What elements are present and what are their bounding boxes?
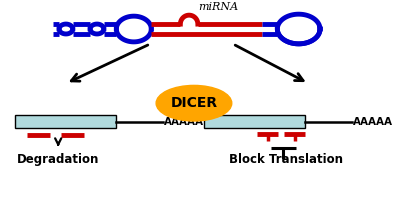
Text: DICER: DICER bbox=[170, 96, 218, 110]
Ellipse shape bbox=[156, 85, 232, 121]
Text: Block Translation: Block Translation bbox=[229, 153, 343, 166]
Text: miRNA: miRNA bbox=[198, 2, 238, 12]
Bar bbox=[14, 115, 116, 128]
Bar bbox=[204, 115, 306, 128]
Text: AAAAA: AAAAA bbox=[164, 117, 204, 126]
Text: AAAAA: AAAAA bbox=[353, 117, 393, 126]
Text: Degradation: Degradation bbox=[17, 153, 99, 166]
